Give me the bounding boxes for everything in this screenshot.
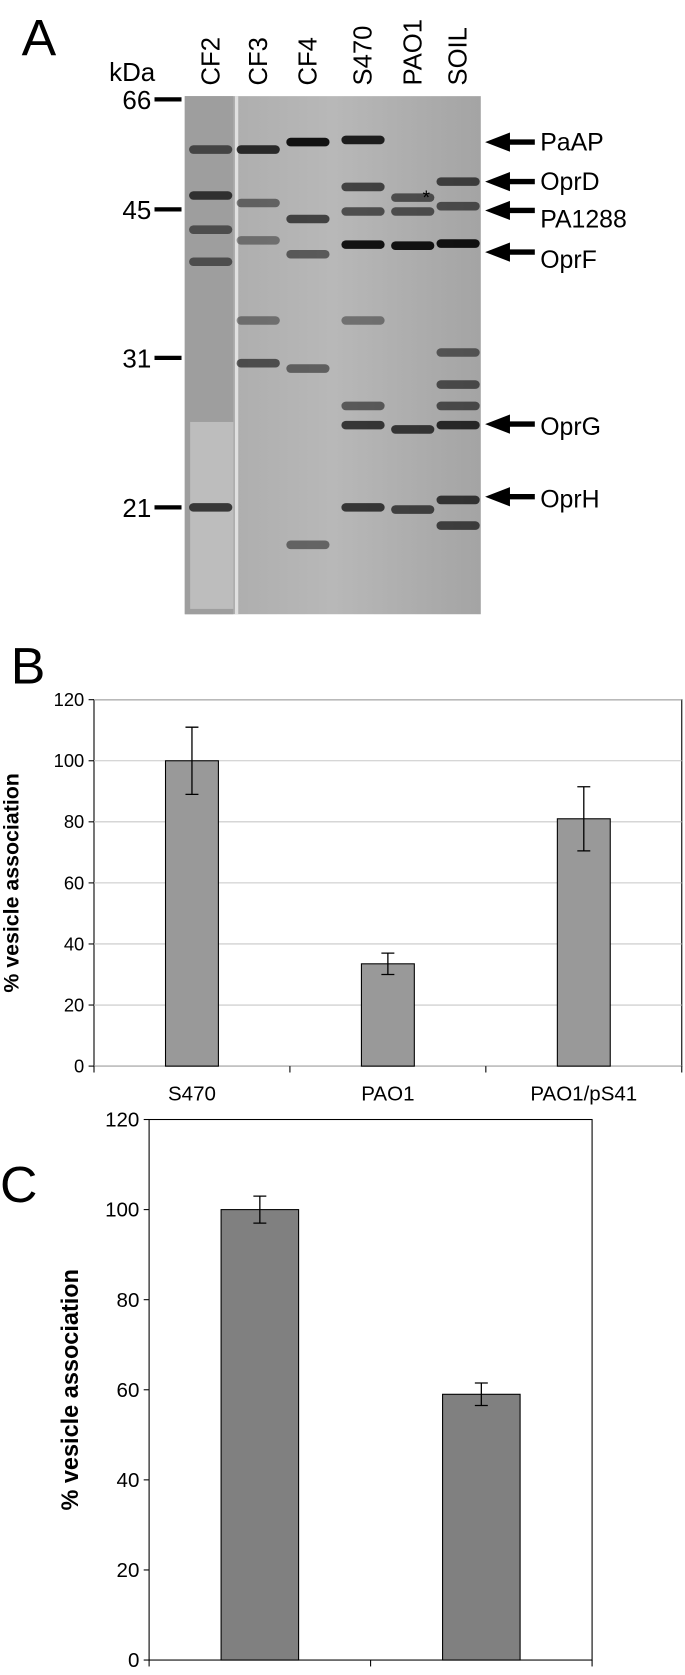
gel-lane-strip (190, 421, 234, 609)
gel-band (436, 201, 480, 211)
protein-label: OprG (540, 414, 601, 441)
marker-label: 45 (122, 197, 151, 225)
gel-band (391, 505, 435, 514)
gel-band (436, 401, 480, 411)
gel-band (436, 495, 480, 505)
asterisk: * (422, 188, 430, 209)
y-tick-label: 100 (105, 1200, 139, 1222)
gel-band (286, 540, 330, 550)
gel-band (286, 214, 330, 224)
gel-band (391, 207, 435, 216)
y-tick-label: 80 (64, 811, 84, 832)
gel-band (341, 135, 385, 145)
plot-area (148, 1118, 593, 1661)
unit-label: kDa (109, 59, 156, 87)
gel-band (236, 145, 280, 154)
gel-band (286, 137, 330, 147)
gel-band (189, 145, 233, 154)
gel-band (236, 316, 280, 325)
protein-label: OprH (540, 487, 599, 514)
arrow-head (485, 171, 510, 192)
y-tick-label: 40 (117, 1470, 140, 1492)
gel-band (436, 420, 480, 430)
y-tick-label: 100 (54, 750, 85, 771)
panel-label: C (0, 1155, 37, 1213)
arrow-head (485, 487, 510, 507)
lane-label: S470 (350, 26, 378, 86)
x-tick-label: PAO1 (361, 1083, 414, 1105)
gel-band (341, 420, 385, 430)
y-tick-label: 0 (74, 1056, 84, 1077)
gel-band (189, 225, 233, 234)
protein-label: OprF (540, 247, 597, 274)
gel-band (189, 191, 233, 200)
error-bar (474, 1382, 488, 1407)
gel-band (236, 198, 280, 208)
lane-label: PAO1 (399, 19, 427, 85)
arrow-head (485, 242, 510, 262)
gel-band (189, 503, 233, 512)
y-tick-label: 60 (64, 872, 84, 893)
marker-label: 31 (122, 346, 151, 374)
protein-label: PaAP (540, 130, 604, 157)
y-tick-label: 20 (64, 994, 84, 1015)
y-axis-label: % vesicle association (0, 773, 23, 993)
gel-band (341, 207, 385, 216)
bar (164, 760, 219, 1067)
gel-band (286, 249, 330, 259)
y-tick-label: 120 (105, 1110, 139, 1132)
y-tick-label: 120 (54, 689, 85, 710)
marker-label: 21 (122, 495, 151, 523)
gel-band (436, 348, 480, 357)
error-bar (381, 952, 395, 976)
lane-label: CF3 (245, 37, 273, 85)
y-tick-label: 40 (64, 933, 84, 954)
gel-band (341, 240, 385, 249)
error-bar (253, 1195, 267, 1224)
gel-band (436, 177, 480, 186)
bar (442, 1393, 521, 1661)
gel-band (286, 364, 330, 373)
y-tick-label: 80 (117, 1290, 140, 1312)
gel-band (436, 239, 480, 248)
x-tick-label: PAO1/pS41 (530, 1083, 637, 1105)
x-tick-label: S470 (168, 1083, 216, 1105)
gel-band (436, 380, 480, 389)
bar (220, 1209, 300, 1661)
lane-label: CF2 (197, 37, 225, 85)
gel-band (341, 503, 385, 512)
bar (360, 963, 415, 1067)
y-tick-label: 0 (128, 1650, 139, 1672)
y-axis-label: % vesicle association (58, 1269, 84, 1511)
gel-band (236, 236, 280, 245)
gel-band (436, 521, 480, 530)
protein-label: PA1288 (540, 207, 627, 234)
gel-band (391, 425, 435, 434)
lane-label: CF4 (294, 37, 322, 85)
protein-label: OprD (540, 169, 599, 196)
gel-band (391, 193, 435, 202)
marker-label: 66 (122, 87, 151, 115)
gel-band (341, 401, 385, 411)
gel-band (391, 241, 435, 250)
gel-band (236, 358, 280, 368)
error-bar (577, 786, 591, 852)
arrow-head (485, 200, 510, 221)
arrow-head (485, 414, 510, 434)
gel-band (341, 316, 385, 325)
gel-band (341, 182, 385, 192)
gel-image (184, 96, 481, 615)
arrow-head (485, 132, 510, 152)
panel-label: B (11, 637, 46, 695)
gel-bands (189, 135, 480, 550)
error-bar (185, 726, 199, 795)
gel-band (189, 257, 233, 266)
lane-label: SOIL (445, 27, 473, 85)
bar (556, 818, 611, 1067)
y-tick-label: 60 (117, 1380, 140, 1402)
panel-label: A (22, 9, 57, 67)
y-tick-label: 20 (117, 1560, 140, 1582)
